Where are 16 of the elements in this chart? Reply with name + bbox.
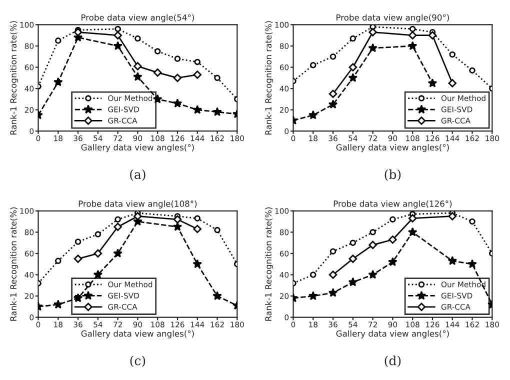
x-axis-title: Gallery data view angles(°)	[336, 330, 449, 338]
y-axis-title: Rank-1 Recognition rate(%)	[10, 21, 18, 135]
y-axis-title: Rank-1 Recognition rate(%)	[10, 207, 18, 321]
x-axis-title: Gallery data view angles(°)	[81, 144, 194, 152]
chart-title: Probe data view angle(90°)	[336, 14, 449, 22]
text: (d)	[384, 356, 401, 368]
text: (a)	[130, 169, 146, 181]
chart-title: Probe data view angle(54°)	[82, 14, 194, 22]
chart-title: Probe data view angle(108°)	[78, 200, 197, 208]
text: (c)	[130, 356, 146, 368]
y-axis-title: Rank-1 Recognition rate(%)	[265, 21, 274, 135]
chart-title: Probe data view angle(126°)	[334, 200, 452, 208]
x-axis-title: Gallery data view angles(°)	[336, 144, 449, 152]
x-axis-title: Gallery data view angles(°)	[81, 330, 194, 338]
y-axis-title: Rank-1 Recognition rate(%)	[265, 207, 274, 321]
text: (b)	[384, 169, 401, 181]
